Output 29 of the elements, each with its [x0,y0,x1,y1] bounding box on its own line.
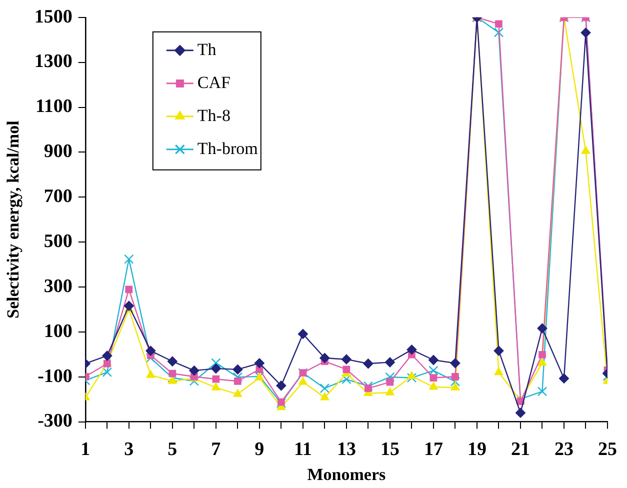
legend-label: Th-brom [197,138,258,158]
x-tick-label: 17 [424,439,444,460]
y-tick-label: 1500 [34,6,72,28]
x-tick-label: 21 [510,439,530,460]
y-tick-label: 700 [44,186,72,208]
x-tick-label: 11 [294,439,312,460]
x-tick-label: 3 [124,439,134,460]
x-tick-label: 25 [598,439,617,460]
x-tick-label: 23 [554,439,574,460]
y-axis-title: Selectivity energy, kcal/mol [4,120,23,319]
x-tick-label: 7 [211,439,222,460]
x-tick-label: 9 [254,439,264,460]
y-tick-label: -100 [38,366,72,387]
x-axis-title: Monomers [307,465,386,484]
y-tick-label: 300 [44,276,72,297]
y-tick-label: 1300 [34,51,72,72]
y-tick-label: 100 [44,320,72,342]
x-tick-label: 19 [467,439,486,460]
x-tick-label: 5 [168,439,178,460]
y-tick-label: 500 [44,230,72,252]
x-tick-label: 1 [80,439,90,460]
legend-label: Th [197,40,217,59]
y-tick-label: 900 [44,141,72,162]
x-tick-label: 13 [336,439,356,460]
y-tick-label: -300 [38,410,72,432]
legend-label: CAF [197,72,230,92]
x-tick-label: 15 [380,439,400,460]
legend-label: Th-8 [197,106,230,125]
y-tick-label: 1100 [35,96,72,118]
